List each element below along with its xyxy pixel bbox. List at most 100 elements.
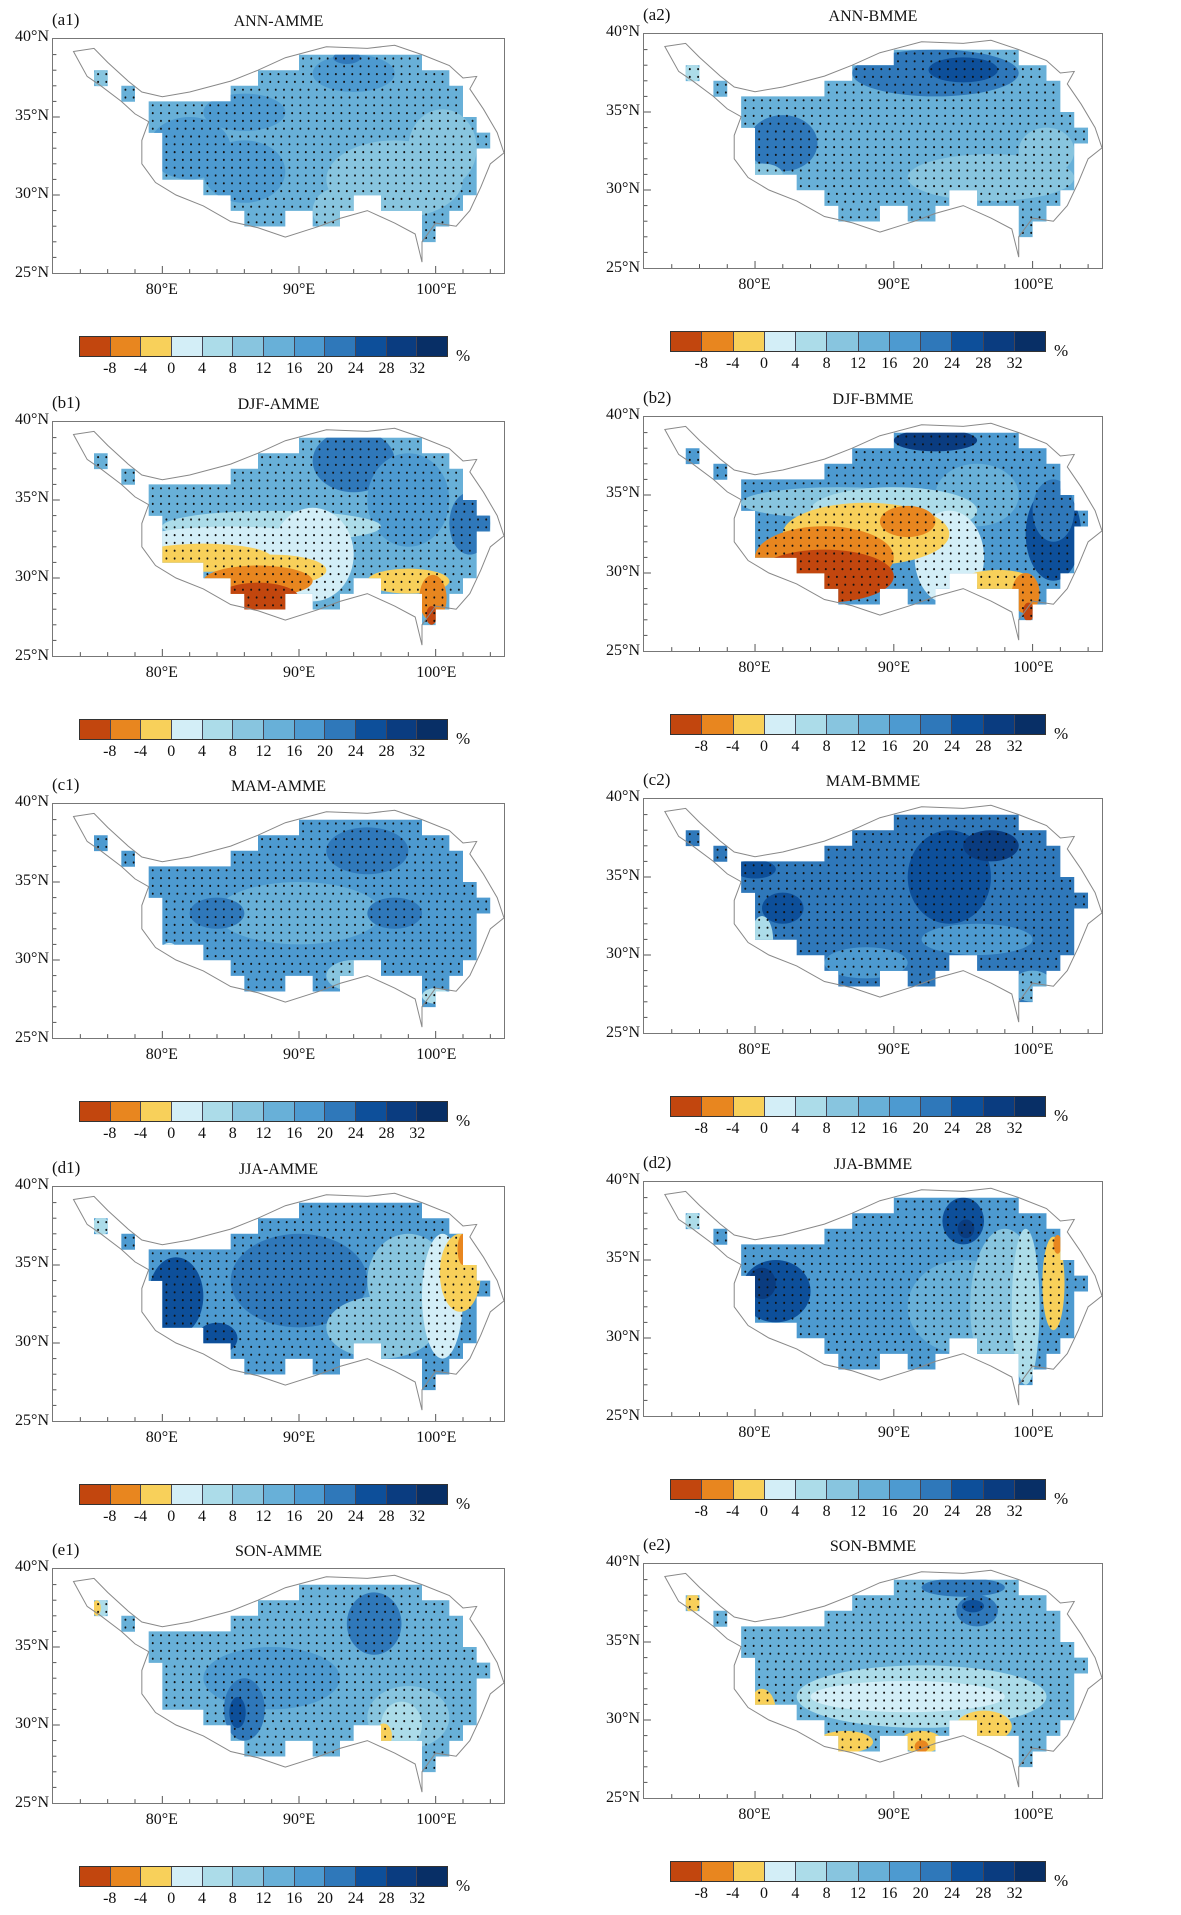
significance-dot [247,916,250,919]
significance-dot [1002,99,1005,102]
significance-dot [849,153,852,156]
significance-dot [994,497,997,500]
significance-dot [433,595,436,599]
significance-dot [378,151,381,154]
significance-dot [874,208,877,211]
significance-dot [160,1267,162,1270]
significance-dot [209,1267,212,1270]
significance-dot [927,481,930,484]
significance-dot [969,466,972,469]
significance-dot [365,471,367,474]
colorbar-swatch [952,714,984,734]
significance-dot [378,908,381,911]
significance-dot [315,119,318,122]
significance-dot [799,895,802,898]
significance-dot [974,911,977,914]
significance-dot [1002,114,1005,117]
significance-dot [930,458,933,461]
significance-dot [444,525,447,528]
significance-dot [299,877,302,880]
significance-dot [869,575,872,578]
significance-dot [269,463,272,466]
significance-dot [176,502,179,505]
significance-dot [996,957,999,960]
significance-dot [239,1282,242,1286]
significance-dot [242,494,244,497]
significance-dot [307,1243,310,1247]
significance-dot [758,146,761,149]
significance-dot [337,533,340,536]
significance-dot [769,505,772,508]
significance-dot [891,934,894,937]
lat-tick-label: 35°N [606,866,640,884]
significance-dot [833,130,836,133]
significance-dot [908,950,911,953]
significance-dot [999,520,1002,523]
significance-dot [313,549,315,552]
significance-dot [1019,473,1022,477]
significance-dot [310,1212,313,1215]
significance-dot [307,1251,310,1254]
significance-dot [381,104,384,107]
significance-dot [824,161,827,164]
significance-dot [1055,575,1058,578]
significance-dot [1049,536,1052,539]
map-panel: (a1) ANN-AMME 25°N 30°N 35°N 40°N 80°E 90°E 100°… [0,0,1181,377]
significance-dot [217,884,220,887]
significance-dot [824,169,827,172]
significance-dot [816,185,819,188]
significance-dot [852,481,855,484]
significance-dot [261,73,264,76]
significance-dot [269,838,272,841]
significance-dot [280,151,283,154]
significance-dot [422,1236,425,1239]
significance-dot [1010,114,1013,117]
significance-dot [362,908,365,911]
significance-dot [233,502,236,505]
significance-dot [933,559,936,562]
significance-dot [272,955,274,958]
significance-dot [356,502,359,505]
significance-dot [996,817,999,820]
significance-dot [222,908,225,911]
significance-dot [783,146,786,149]
significance-dot [304,1290,307,1293]
colorbar-tick-label: 32 [1006,737,1023,755]
colorbar-swatch [671,714,703,734]
significance-dot [808,169,811,172]
significance-dot [283,197,285,200]
significance-dot [802,114,805,117]
significance-dot [819,114,822,117]
significance-dot [307,486,310,489]
significance-dot [296,525,299,528]
significance-dot [810,505,813,508]
significance-dot [231,549,233,552]
significance-dot [370,549,373,552]
significance-dot [307,1259,310,1262]
significance-dot [1058,903,1060,906]
significance-dot [258,1259,261,1262]
significance-dot [902,965,905,968]
significance-dot [190,541,192,544]
significance-dot [758,528,761,531]
significance-dot [810,497,813,500]
significance-dot [299,494,302,497]
significance-dot [280,541,283,544]
significance-dot [201,869,203,872]
significance-dot [969,848,972,851]
significance-dot [799,903,802,906]
significance-dot [1038,68,1041,71]
significance-dot [958,926,961,929]
significance-dot [810,481,813,484]
significance-dot [908,903,911,906]
significance-dot [340,892,343,895]
significance-dot [310,830,313,833]
significance-dot [345,572,348,575]
significance-dot [337,549,340,552]
significance-dot [378,525,381,528]
significance-dot [359,1228,362,1231]
significance-dot [844,872,847,875]
significance-dot [280,549,283,552]
significance-dot [908,911,911,914]
significance-dot [994,99,997,102]
